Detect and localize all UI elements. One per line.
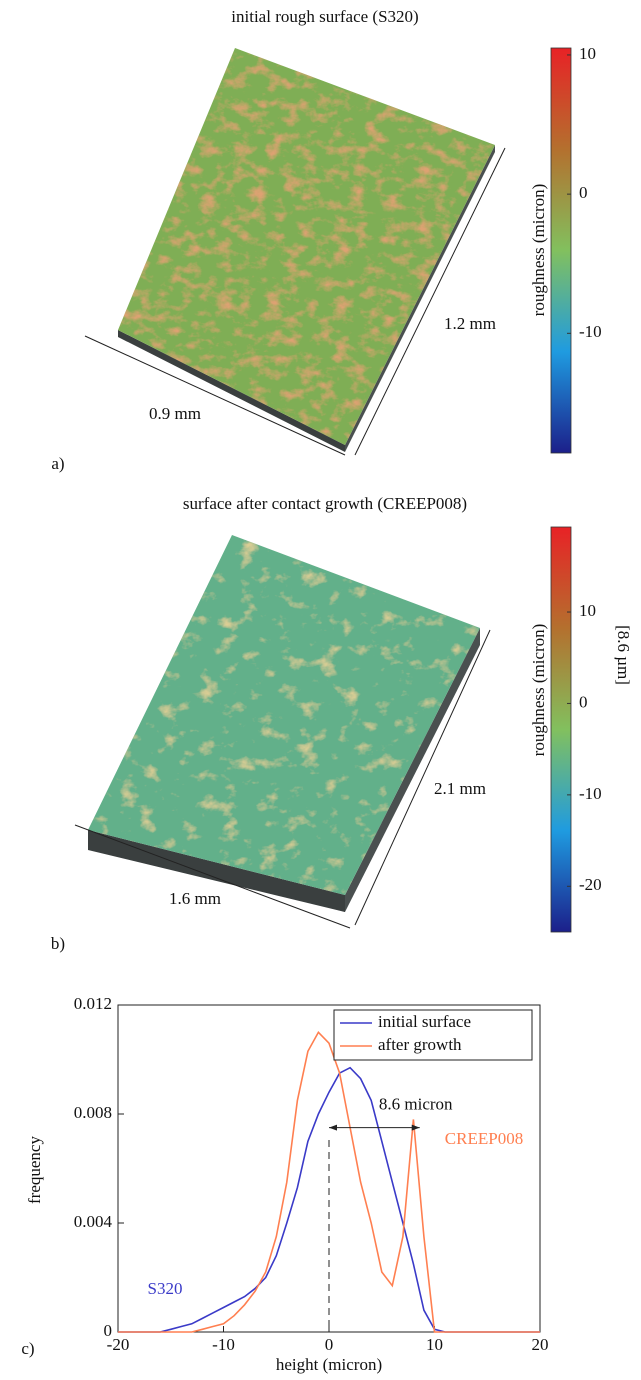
panel-label: c): [21, 1339, 34, 1358]
series-annotation: S320: [148, 1279, 183, 1298]
colorbar-tick-label: 0: [579, 183, 588, 202]
legend-box: [333, 1009, 533, 1061]
chart-c: -20 -10 0 10 20 0 0.004 0.008 0.012 height (micro…: [21, 994, 548, 1374]
y-tick-label: 0.012: [74, 994, 112, 1013]
x-tick-label: 20: [532, 1335, 549, 1354]
colorbar-tick-label: 10: [579, 601, 596, 620]
side-label: [8.6 µm]: [614, 625, 633, 685]
dimension-label: 2.1 mm: [434, 779, 486, 798]
colorbar: [550, 526, 572, 933]
x-tick-label: -20: [107, 1335, 130, 1354]
colorbar-label: roughness (micron): [529, 624, 548, 757]
dimension-label: 1.6 mm: [169, 889, 221, 908]
dimension-label: 1.2 mm: [444, 314, 496, 333]
legend-label: after growth: [378, 1035, 462, 1054]
y-axis-label: frequency: [25, 1136, 44, 1204]
panel-label: b): [51, 934, 65, 953]
x-tick-label: 0: [325, 1335, 334, 1354]
surface-a: [84, 48, 506, 456]
colorbar-tick-label: -10: [579, 322, 602, 341]
colorbar-tick-label: 10: [579, 44, 596, 63]
colorbar-label: roughness (micron): [529, 184, 548, 317]
x-tick-label: -10: [212, 1335, 235, 1354]
panel-title: initial rough surface (S320): [231, 7, 418, 26]
colorbar-tick-label: -20: [579, 875, 602, 894]
y-tick-label: 0.004: [74, 1212, 113, 1231]
legend-label: initial surface: [378, 1012, 471, 1031]
y-tick-label: 0.008: [74, 1103, 112, 1122]
y-tick-label: 0: [104, 1321, 113, 1340]
panel-label: a): [51, 454, 64, 473]
panel-title: surface after contact growth (CREEP008): [183, 494, 467, 513]
dimension-label: 0.9 mm: [149, 404, 201, 423]
x-tick-label: 10: [426, 1335, 443, 1354]
series-line: [118, 1030, 540, 1333]
x-axis-label: height (micron): [276, 1355, 382, 1374]
colorbar-tick-label: 0: [579, 692, 588, 711]
surface-b: [74, 535, 491, 929]
series-annotation: CREEP008: [445, 1129, 523, 1148]
colorbar-tick-label: -10: [579, 784, 602, 803]
colorbar: [550, 47, 572, 454]
shift-label: 8.6 micron: [379, 1095, 453, 1114]
